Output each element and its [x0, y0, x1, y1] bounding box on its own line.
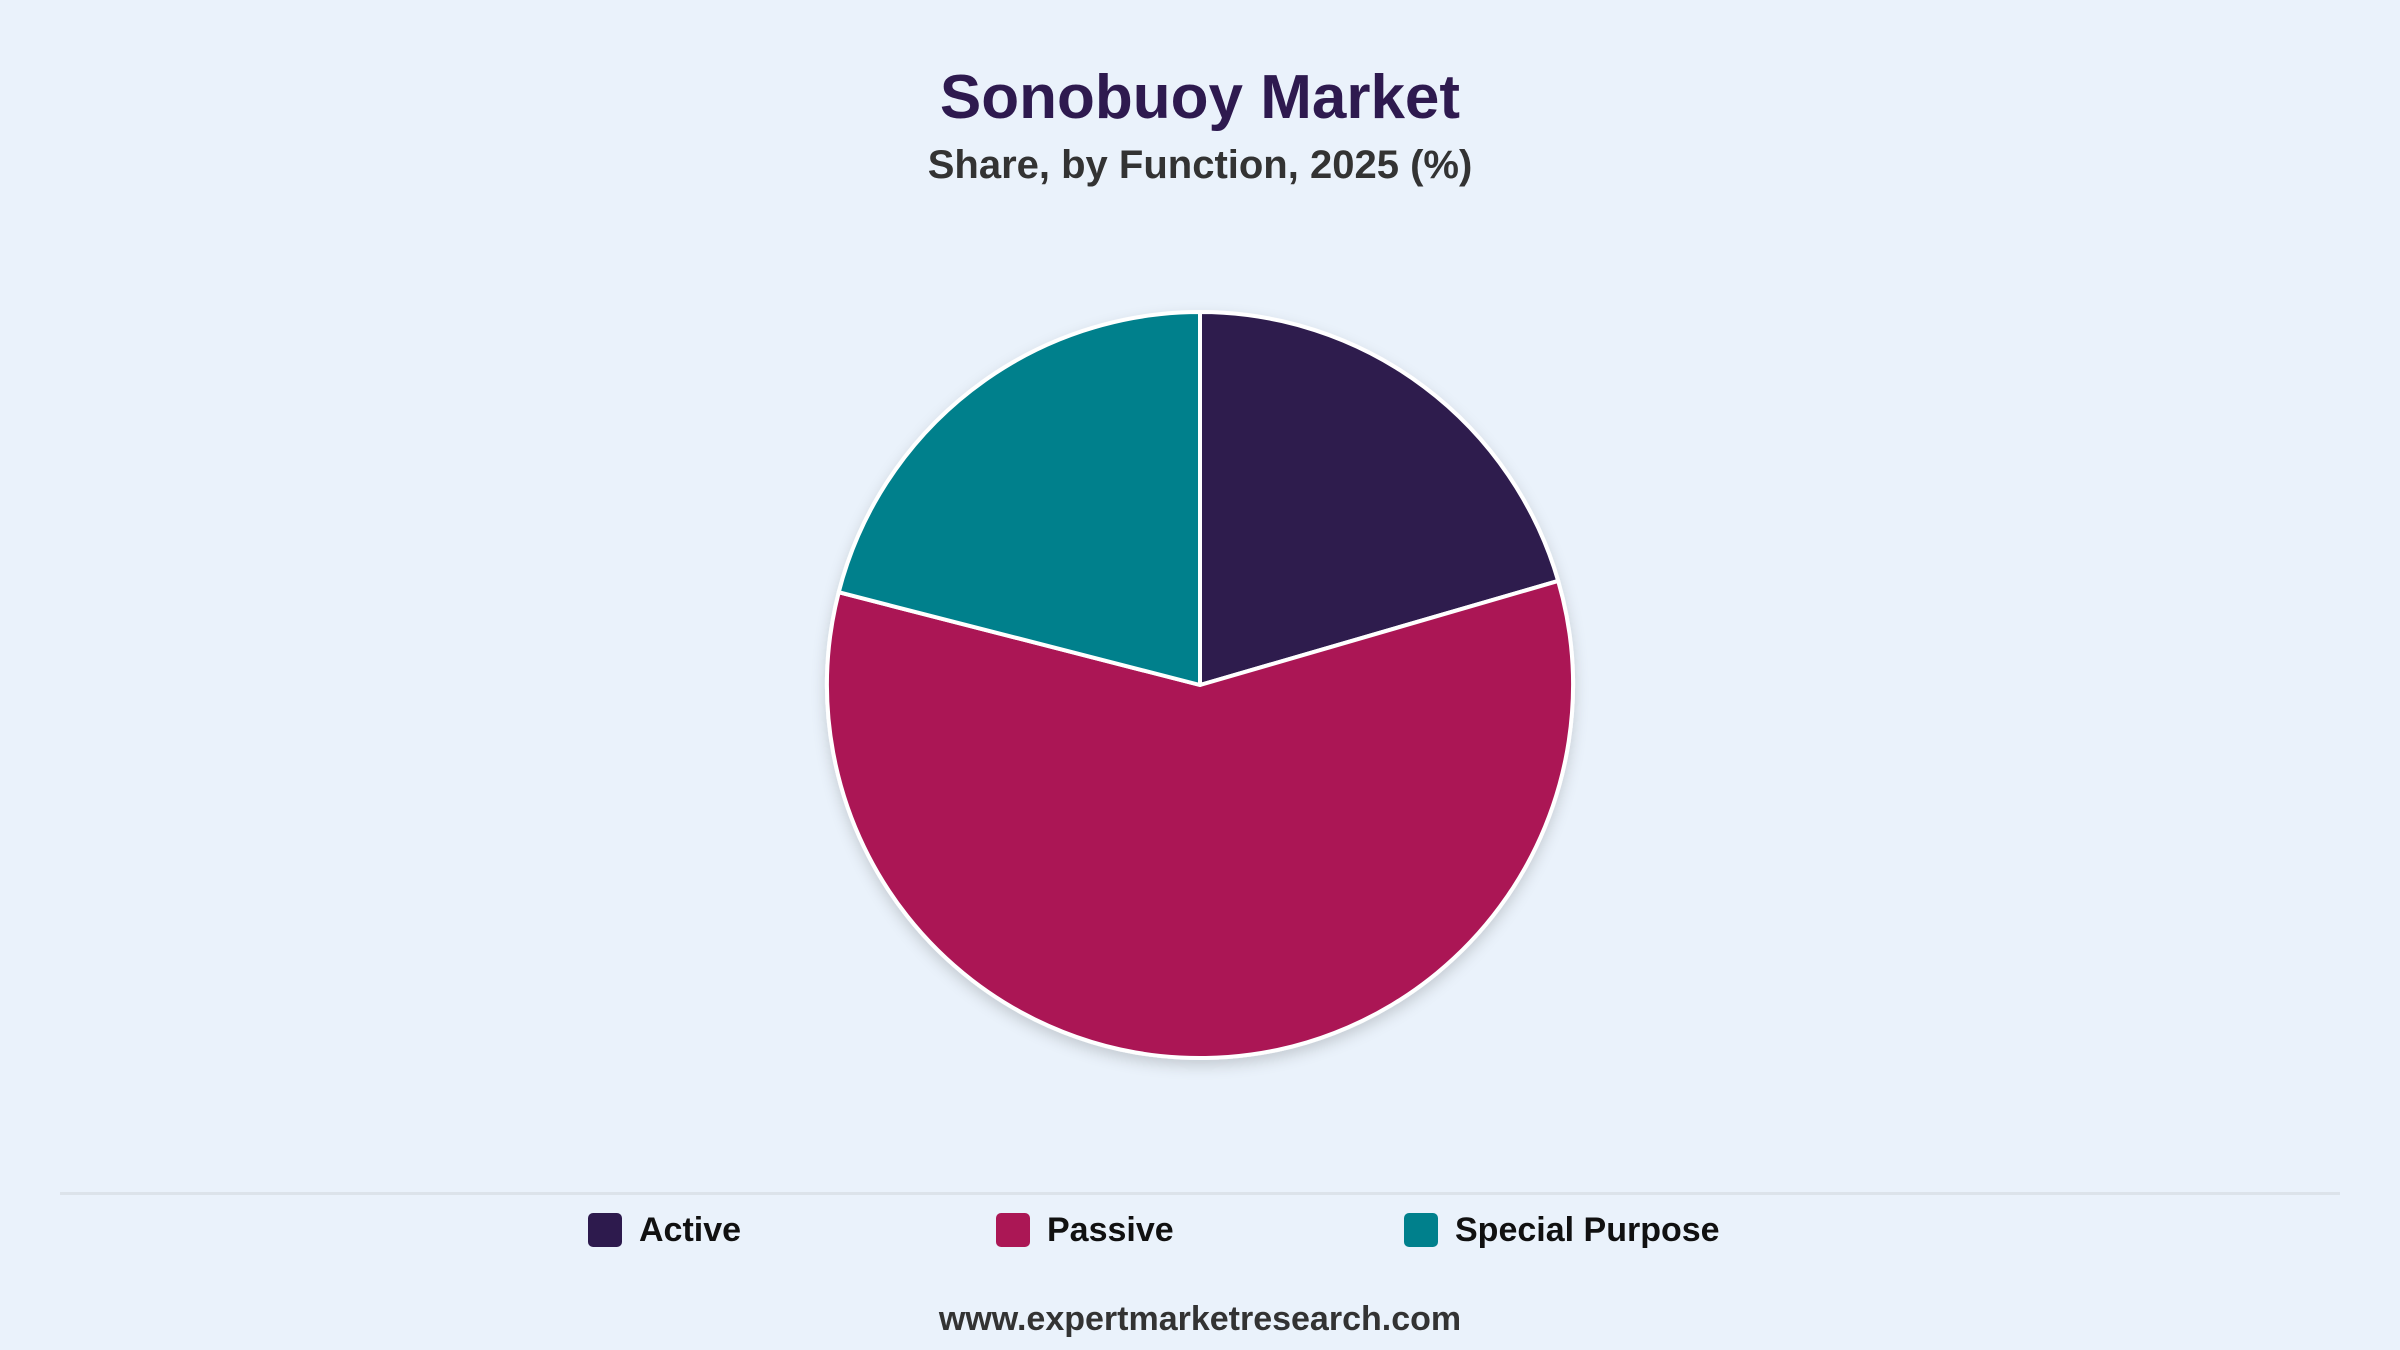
legend-label-passive: Passive [1047, 1210, 1174, 1249]
pie-slices [825, 310, 1575, 1060]
pie-chart [825, 310, 1575, 1060]
source-url: www.expertmarketresearch.com [938, 1300, 1462, 1338]
pie-slice-special-purpose [836, 310, 1202, 687]
legend-divider [60, 1192, 2340, 1195]
legend: Active Passive Special Purpose [0, 1208, 2400, 1252]
legend-swatch-passive [996, 1213, 1030, 1247]
legend-swatch-special-purpose [1404, 1213, 1438, 1247]
legend-swatch-active [588, 1213, 622, 1247]
pie-slice-active [1198, 310, 1561, 687]
chart-title: Sonobuoy Market [939, 63, 1461, 132]
legend-label-special-purpose: Special Purpose [1455, 1210, 1720, 1249]
chart-subtitle: Share, by Function, 2025 (%) [927, 143, 1473, 187]
legend-label-active: Active [639, 1210, 742, 1249]
legend-item-active: Active [588, 1208, 741, 1252]
legend-item-special-purpose: Special Purpose [1404, 1208, 1720, 1252]
legend-item-passive: Passive [996, 1208, 1174, 1252]
pie-slice-passive [825, 578, 1575, 1060]
